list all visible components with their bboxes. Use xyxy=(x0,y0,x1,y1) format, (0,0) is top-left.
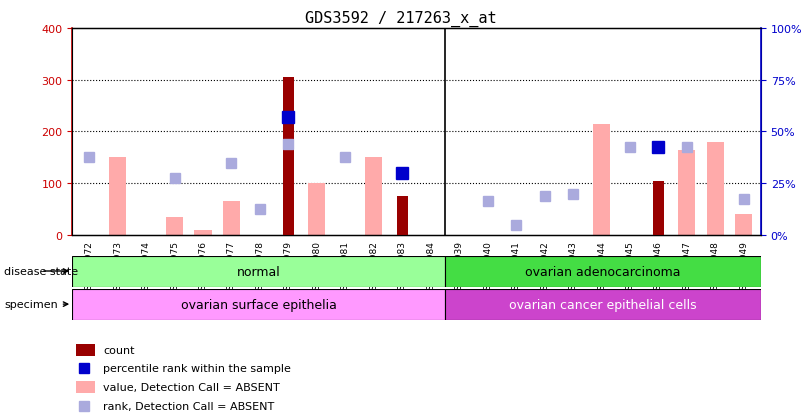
Bar xyxy=(445,256,761,287)
Text: percentile rank within the sample: percentile rank within the sample xyxy=(103,363,291,373)
Bar xyxy=(678,150,695,235)
Bar xyxy=(396,197,408,235)
Text: normal: normal xyxy=(237,265,280,278)
Text: ovarian surface epithelia: ovarian surface epithelia xyxy=(181,298,336,311)
Text: specimen: specimen xyxy=(4,299,68,309)
Bar xyxy=(166,217,183,235)
Bar xyxy=(593,124,610,235)
Text: ovarian adenocarcinoma: ovarian adenocarcinoma xyxy=(525,265,681,278)
Bar xyxy=(75,344,95,356)
Text: GDS3592 / 217263_x_at: GDS3592 / 217263_x_at xyxy=(304,10,497,26)
Text: rank, Detection Call = ABSENT: rank, Detection Call = ABSENT xyxy=(103,401,274,411)
Bar xyxy=(706,142,724,235)
Text: count: count xyxy=(103,345,135,355)
Bar xyxy=(195,230,211,235)
Bar xyxy=(735,215,752,235)
Bar xyxy=(308,184,325,235)
Bar xyxy=(445,289,761,320)
Bar xyxy=(653,181,664,235)
Text: value, Detection Call = ABSENT: value, Detection Call = ABSENT xyxy=(103,382,280,392)
Bar xyxy=(283,78,294,235)
Bar xyxy=(365,158,382,235)
Text: ovarian cancer epithelial cells: ovarian cancer epithelial cells xyxy=(509,298,697,311)
Bar xyxy=(72,289,445,320)
Bar xyxy=(109,158,127,235)
Text: disease state: disease state xyxy=(4,266,78,276)
Bar xyxy=(72,256,445,287)
Bar xyxy=(75,381,95,393)
Bar xyxy=(223,202,240,235)
